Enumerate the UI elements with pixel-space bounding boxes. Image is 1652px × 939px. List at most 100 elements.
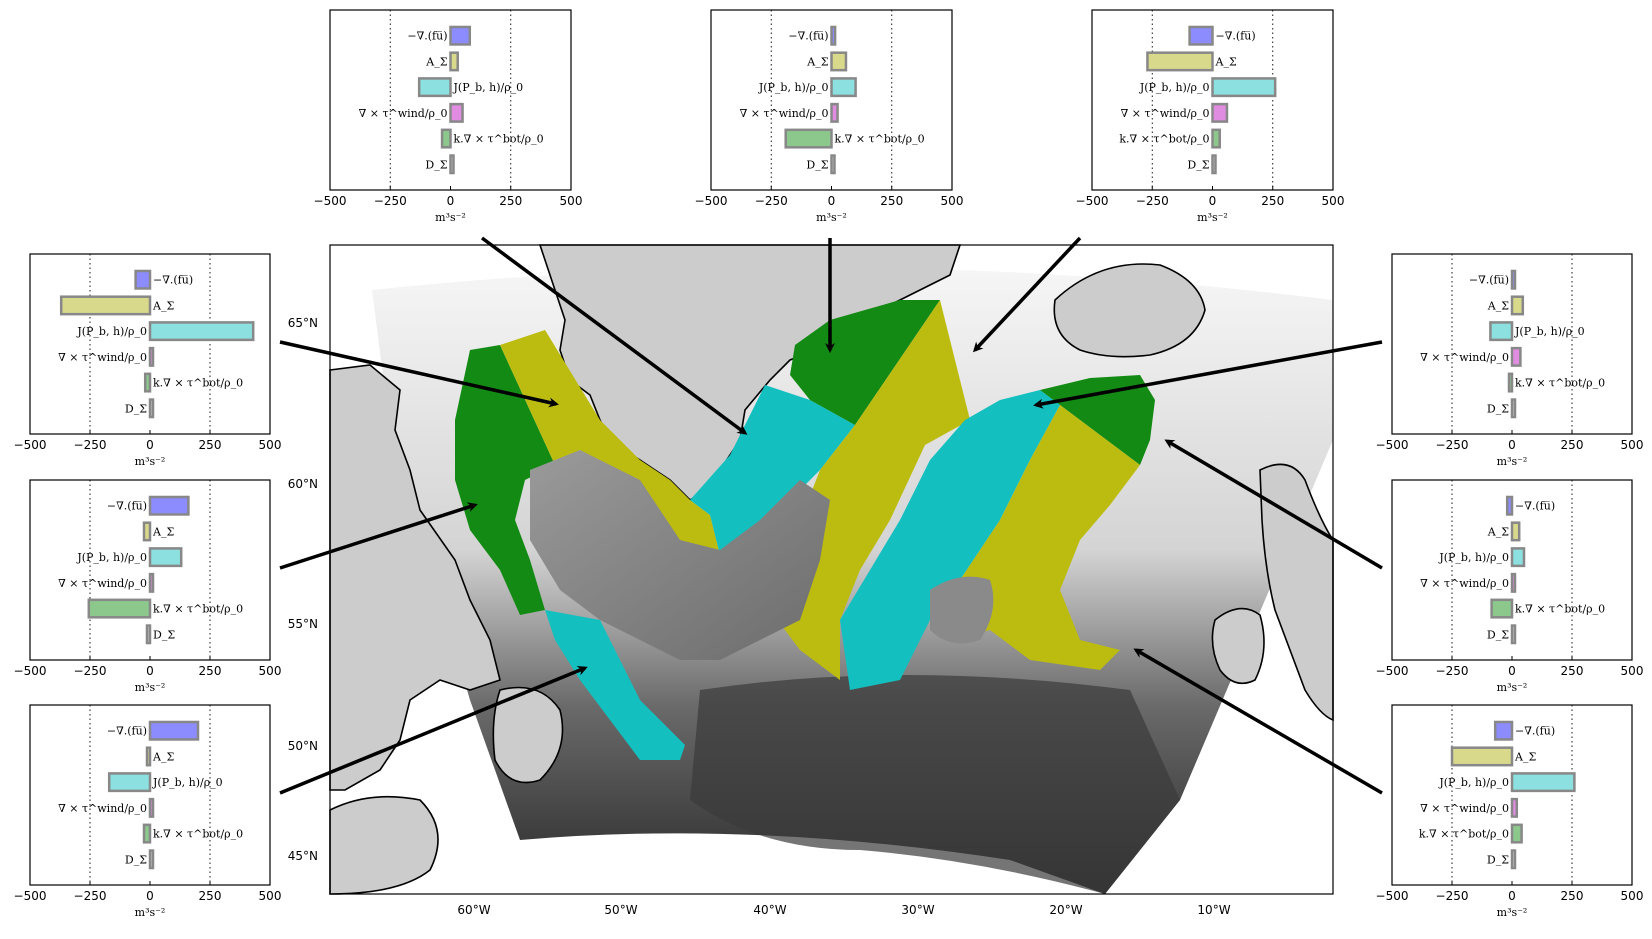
arrow-top-left: [480, 236, 748, 435]
arrow-right-2: [1164, 439, 1383, 570]
bar-4: [1507, 372, 1514, 393]
budget-chart-top-right: −∇.(fu̅) A_Σ J(P_b, h)/ρ_0 ∇ × τ^wind/ρ_0 k.…: [1076, 9, 1345, 224]
bar-5: [1510, 849, 1517, 870]
x-tick-label: −250: [1136, 194, 1169, 208]
bar-5: [145, 624, 152, 645]
term-label: k.∇ × τ^bot/ρ_0: [153, 828, 243, 841]
land: [329, 244, 1334, 895]
bar-3: [1510, 797, 1519, 818]
bar-2: [830, 77, 857, 98]
x-tick-label: 500: [259, 664, 282, 678]
reykjanes-ridge: [930, 576, 994, 644]
term-label: ∇ × τ^wind/ρ_0: [359, 107, 448, 120]
arrow-top-right: [972, 236, 1082, 353]
bar-3: [148, 797, 155, 818]
term-label: J(P_b, h)/ρ_0: [1438, 551, 1509, 564]
term-label: −∇.(fu̅): [1469, 274, 1509, 287]
bar-1: [1510, 521, 1521, 542]
bar-2: [1489, 321, 1514, 342]
term-label: J(P_b, h)/ρ_0: [758, 81, 829, 94]
term-label: −∇.(fu̅): [107, 500, 147, 513]
pointer-arrows: [279, 236, 1383, 795]
arrow-left-2: [279, 502, 478, 570]
lon-label-60w: 60°W: [457, 903, 490, 917]
x-tick-label: −500: [14, 889, 47, 903]
bar-0: [1505, 495, 1514, 516]
x-tick-label: 500: [560, 194, 583, 208]
term-label: ∇ × τ^wind/ρ_0: [1420, 577, 1509, 590]
x-tick-label: −500: [1376, 664, 1409, 678]
region-irminger-cyan: [690, 385, 855, 555]
bar-0: [134, 269, 152, 290]
term-label: A_Σ: [806, 55, 828, 68]
term-label: ∇ × τ^wind/ρ_0: [58, 577, 147, 590]
x-axis-label: m³s⁻²: [135, 906, 166, 919]
bar-2: [1510, 772, 1576, 793]
x-axis-label: m³s⁻²: [1497, 906, 1528, 919]
x-tick-label: 250: [199, 889, 222, 903]
x-tick-label: 500: [1621, 664, 1644, 678]
bar-5: [1510, 624, 1517, 645]
x-tick-label: 250: [1561, 438, 1584, 452]
x-tick-label: 250: [880, 194, 903, 208]
bar-1: [1510, 295, 1525, 316]
region-labrador-green: [455, 345, 555, 615]
x-tick-label: 0: [1209, 194, 1217, 208]
x-tick-label: −250: [1436, 664, 1469, 678]
x-tick-label: 0: [146, 889, 154, 903]
term-label: ∇ × τ^wind/ρ_0: [58, 351, 147, 364]
term-label: A_Σ: [1514, 750, 1536, 763]
bar-3: [148, 572, 155, 593]
x-tick-label: 500: [1322, 194, 1345, 208]
regions: [455, 300, 1155, 760]
iceland: [1053, 263, 1206, 358]
term-label: k.∇ × τ^bot/ρ_0: [153, 603, 243, 616]
bar-0: [148, 495, 190, 516]
term-label: k.∇ × τ^bot/ρ_0: [1515, 603, 1605, 616]
x-tick-label: 250: [199, 664, 222, 678]
x-tick-label: 250: [1561, 889, 1584, 903]
x-tick-label: 0: [146, 664, 154, 678]
bar-2: [148, 321, 255, 342]
term-label: A_Σ: [1487, 525, 1509, 538]
basin-shelf: [530, 450, 830, 660]
bar-1: [142, 521, 152, 542]
lat-label-50: 50°N: [288, 739, 318, 753]
bar-1: [145, 746, 152, 767]
lon-label-40w: 40°W: [753, 903, 786, 917]
bar-0: [148, 720, 200, 741]
x-axis-label: m³s⁻²: [1497, 455, 1528, 468]
bar-4: [1510, 823, 1523, 844]
term-label: −∇.(fu̅): [788, 30, 828, 43]
x-tick-label: −500: [14, 438, 47, 452]
bar-3: [449, 102, 464, 123]
term-label: ∇ × τ^wind/ρ_0: [58, 802, 147, 815]
x-tick-label: 250: [1561, 664, 1584, 678]
arrow-left-1: [279, 340, 559, 408]
x-tick-label: −250: [74, 664, 107, 678]
x-tick-label: 250: [1261, 194, 1284, 208]
term-label: −∇.(fu̅): [1515, 500, 1555, 513]
term-label: A_Σ: [1215, 55, 1237, 68]
term-label: k.∇ × τ^bot/ρ_0: [1119, 133, 1209, 146]
x-tick-label: −250: [374, 194, 407, 208]
term-label: ∇ × τ^wind/ρ_0: [1420, 802, 1509, 815]
term-label: D_Σ: [425, 158, 447, 171]
term-label: D_Σ: [1187, 158, 1209, 171]
bar-2: [1510, 547, 1526, 568]
lon-label-20w: 20°W: [1049, 903, 1082, 917]
bar-5: [830, 154, 836, 175]
lon-labels: 60°W 50°W 40°W 30°W 20°W 10°W: [457, 903, 1230, 917]
bar-5: [1211, 154, 1217, 175]
lat-label-45: 45°N: [288, 849, 318, 863]
x-tick-label: −250: [74, 438, 107, 452]
term-label: k.∇ × τ^bot/ρ_0: [454, 133, 544, 146]
baffin-labrador: [329, 364, 501, 791]
bar-0: [1510, 269, 1517, 290]
term-label: k.∇ × τ^bot/ρ_0: [1515, 377, 1605, 390]
x-tick-label: −250: [74, 889, 107, 903]
bar-2: [148, 547, 183, 568]
budget-charts: −∇.(fu̅) A_Σ J(P_b, h)/ρ_0 ∇ × τ^wind/ρ_0 k.…: [14, 9, 1644, 919]
term-label: D_Σ: [1487, 628, 1509, 641]
